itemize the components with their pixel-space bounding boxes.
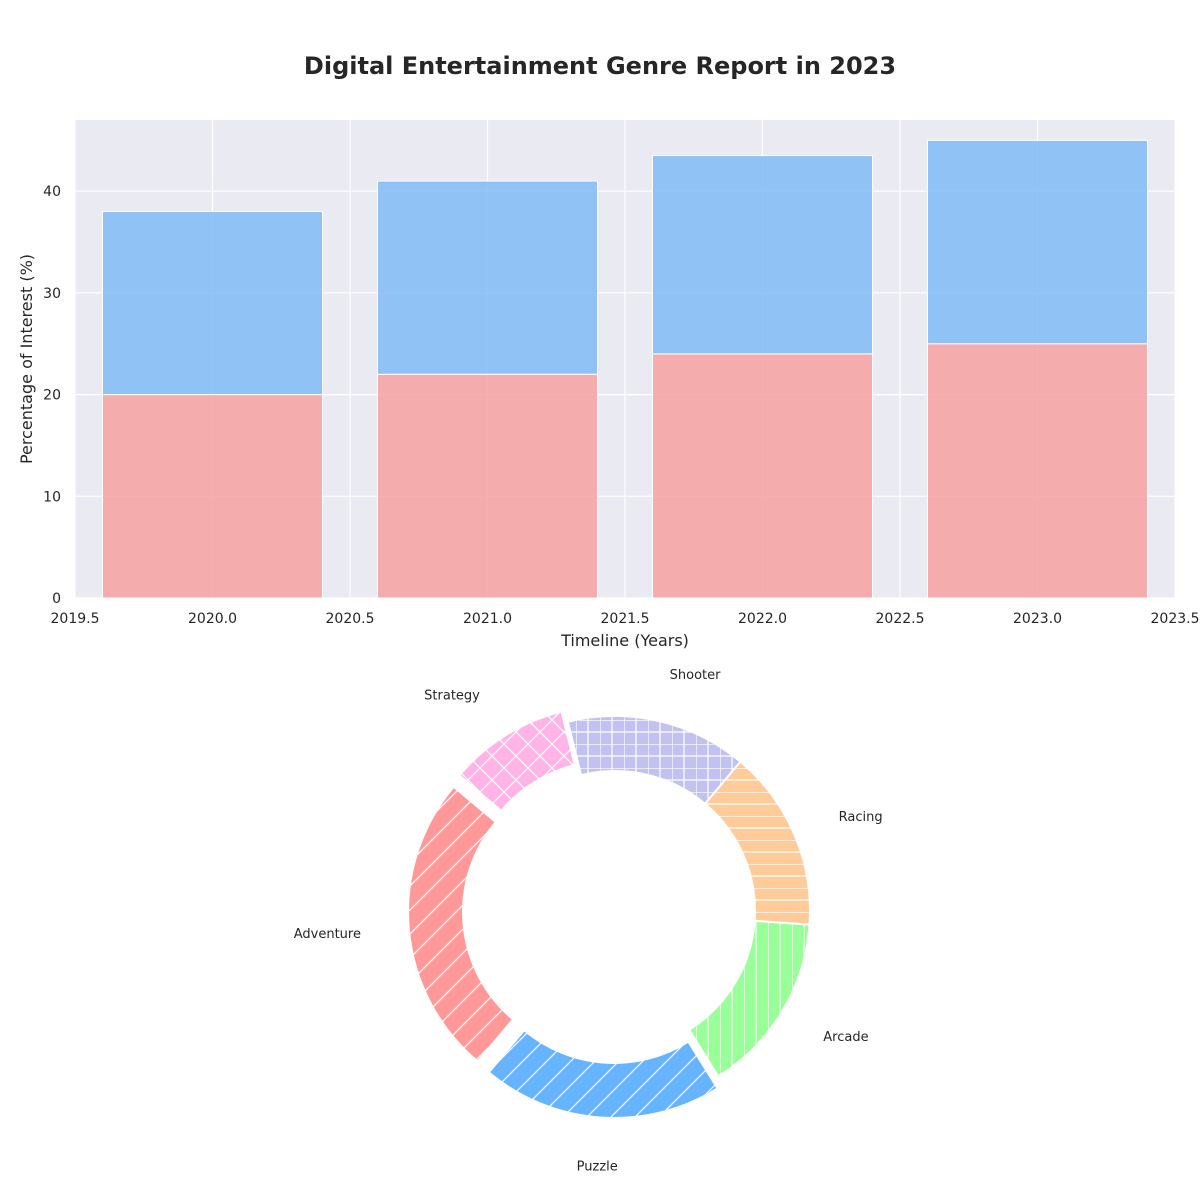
x-tick-label: 2020.5 <box>326 611 375 627</box>
donut-slice <box>703 760 811 926</box>
x-axis-label: Timeline (Years) <box>560 631 689 650</box>
x-tick-label: 2022.0 <box>738 611 787 627</box>
x-tick-label: 2021.5 <box>601 611 650 627</box>
slice-label: Shooter <box>670 668 721 683</box>
y-tick-label: 40 <box>43 184 61 200</box>
slice-label: Puzzle <box>577 1159 618 1174</box>
stacked-bar-chart: 2019.5 2020.0 2020.5 2021.0 2021.5 2022.0 2022… <box>17 120 1200 650</box>
slice-label: Racing <box>839 810 883 825</box>
y-tick-label: 10 <box>43 489 61 505</box>
donut-slice <box>487 1028 719 1119</box>
x-tick-label: 2021.0 <box>463 611 512 627</box>
slice-label: Adventure <box>294 927 361 942</box>
chart-title: Digital Entertainment Genre Report in 20… <box>303 52 897 80</box>
donut-slice <box>457 710 576 813</box>
slice-label: Strategy <box>424 689 480 704</box>
bar-segment <box>102 211 323 396</box>
y-axis-label: Percentage of Interest (%) <box>17 254 36 464</box>
bar-segment <box>652 155 873 355</box>
donut-slice <box>687 919 811 1078</box>
donut-slice <box>407 785 515 1063</box>
bar-segment <box>927 343 1148 599</box>
bar-segment <box>102 394 323 599</box>
x-tick-label: 2019.5 <box>51 611 100 627</box>
donut-slice <box>566 715 742 806</box>
slice-label: Arcade <box>823 1030 868 1045</box>
bar-segment <box>377 180 598 375</box>
y-tick-label: 0 <box>52 591 61 607</box>
x-tick-label: 2023.0 <box>1013 611 1062 627</box>
y-tick-label: 30 <box>43 286 61 302</box>
bar-segment <box>652 353 873 599</box>
y-tick-label: 20 <box>43 388 61 404</box>
x-tick-label: 2020.0 <box>188 611 237 627</box>
x-tick-label: 2022.5 <box>876 611 925 627</box>
x-tick-label: 2023.5 <box>1151 611 1200 627</box>
bar-segment <box>927 139 1148 345</box>
bar-segment <box>377 373 598 599</box>
